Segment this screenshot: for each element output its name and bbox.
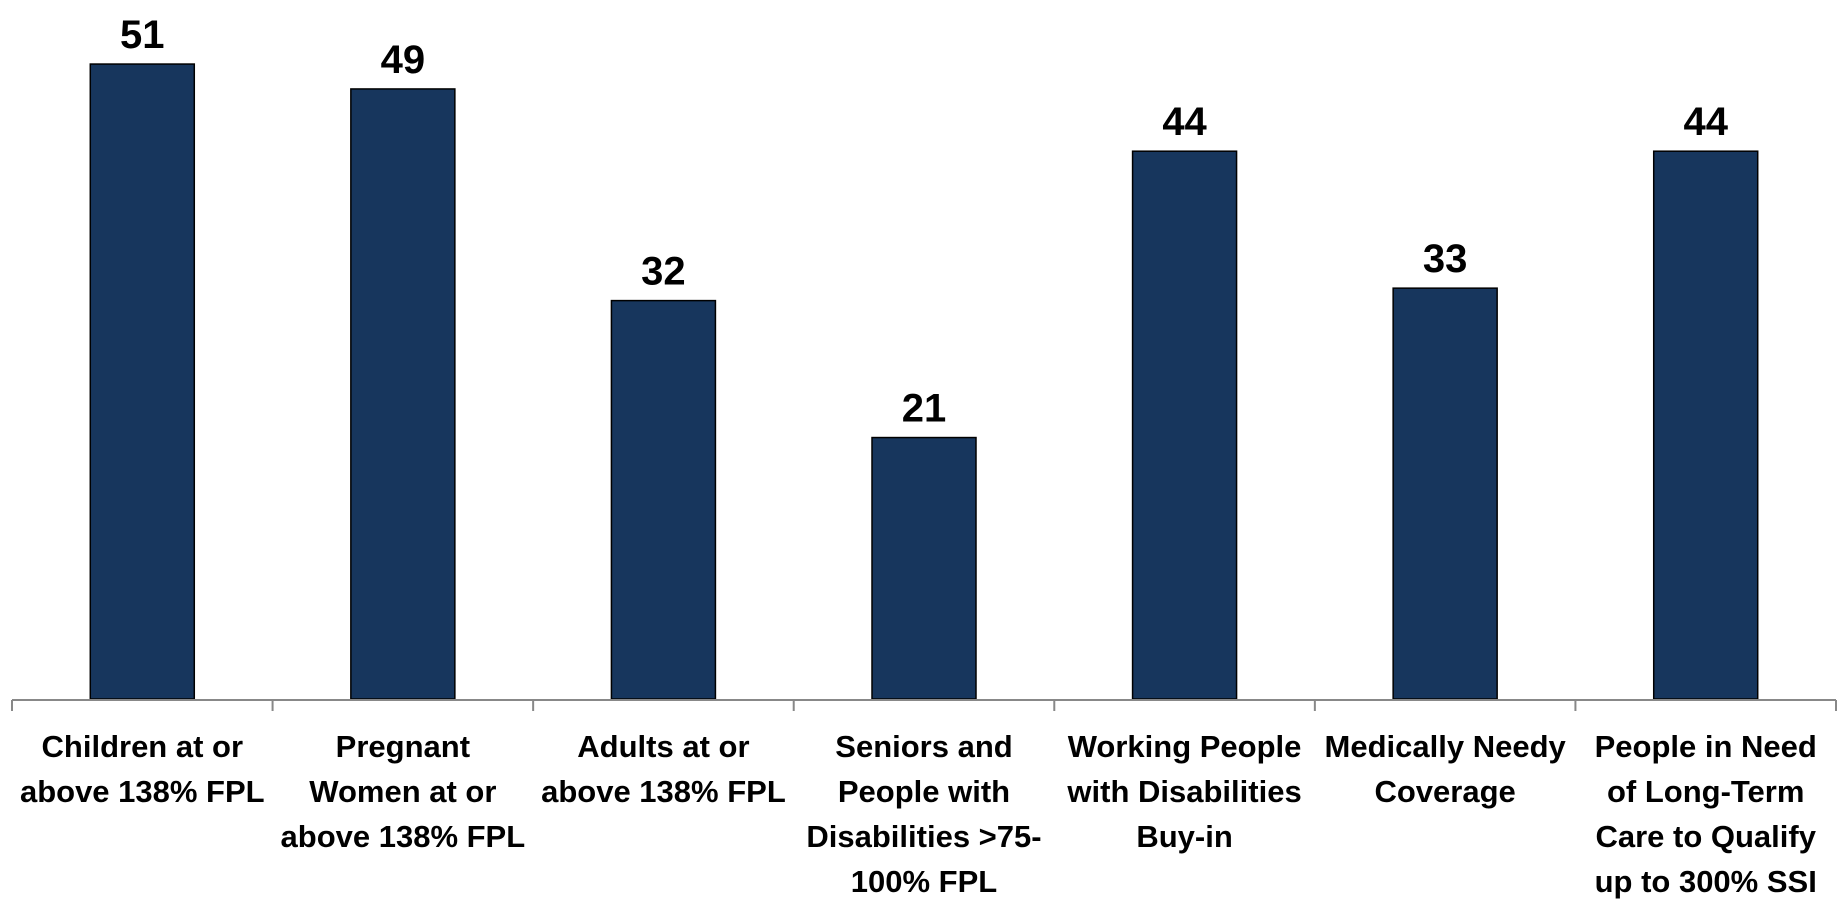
category-label-line: Pregnant (336, 729, 470, 764)
category-label: Working People with Disabilities Buy-in (1066, 729, 1301, 854)
bars-group (89, 63, 1759, 700)
category-label-line: Coverage (1374, 774, 1515, 809)
bar (610, 299, 717, 700)
category-label-line: Buy-in (1136, 819, 1232, 854)
category-label: Adults at or above 138% FPL (541, 729, 786, 809)
category-label-line: Care to Qualify (1595, 819, 1816, 854)
category-label: Children at or above 138% FPL (20, 729, 265, 809)
category-label-line: with Disabilities (1066, 774, 1301, 809)
category-label-line: Children at or (42, 729, 244, 764)
bar-value-label: 49 (381, 38, 426, 82)
bar-value-label: 51 (120, 13, 165, 57)
category-label-line: above 138% FPL (541, 774, 786, 809)
bar-value-label: 21 (902, 387, 947, 431)
value-labels-group: 51 49 32 21 44 33 44 (120, 13, 1729, 431)
category-label: People in Need of Long-Term Care to Qualif… (1595, 729, 1817, 899)
bar (1131, 150, 1238, 700)
bar (89, 63, 196, 700)
category-label-line: Adults at or (577, 729, 749, 764)
category-label-line: People in Need (1595, 729, 1817, 764)
category-label: Pregnant Women at or above 138% FPL (281, 729, 526, 854)
category-label-line: Women at or (309, 774, 496, 809)
bar-value-label: 33 (1423, 237, 1468, 281)
category-label-line: of Long-Term (1607, 774, 1804, 809)
category-label-line: Seniors and (835, 729, 1012, 764)
category-label-line: Disabilities >75- (806, 819, 1041, 854)
category-label: Medically Needy Coverage (1325, 729, 1567, 809)
category-label-line: above 138% FPL (281, 819, 526, 854)
bar-value-label: 44 (1162, 100, 1207, 144)
category-labels-group: Children at or above 138% FPL Pregnant Wome… (20, 729, 1817, 899)
category-label-line: 100% FPL (851, 864, 997, 899)
bar (1392, 287, 1498, 700)
category-label-line: above 138% FPL (20, 774, 265, 809)
category-label-line: People with (838, 774, 1010, 809)
category-label-line: Working People (1068, 729, 1302, 764)
bar (1652, 150, 1759, 700)
category-label: Seniors and People with Disabilities >75- 1… (806, 729, 1041, 899)
bar (871, 436, 977, 700)
category-label-line: up to 300% SSI (1595, 864, 1817, 899)
x-axis-ticks-group (11, 700, 1837, 711)
bar-value-label: 44 (1683, 100, 1728, 144)
bar (350, 88, 456, 700)
category-label-line: Medically Needy (1325, 729, 1567, 764)
bar-value-label: 32 (641, 250, 686, 294)
